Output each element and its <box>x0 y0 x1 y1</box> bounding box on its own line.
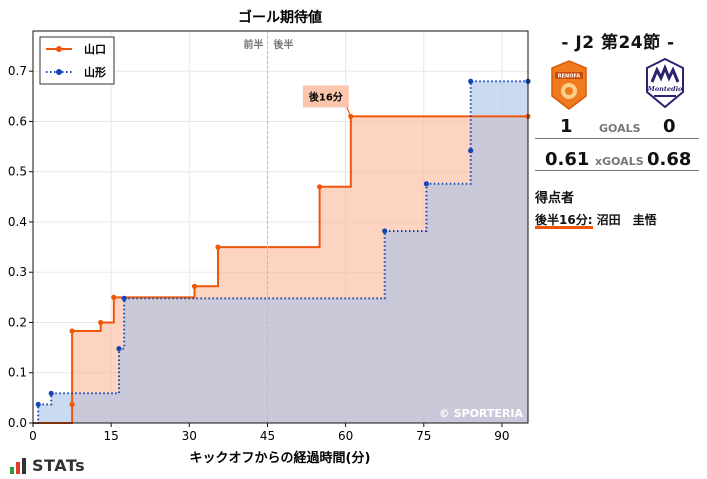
away-xg: 0.68 <box>647 149 692 170</box>
half-label-second: 後半 <box>273 38 293 51</box>
series-line-1 <box>33 80 528 424</box>
data-point <box>116 346 122 352</box>
goals-label: GOALS <box>599 122 641 135</box>
data-point <box>35 401 41 408</box>
y-tick-label: 0.7 <box>8 64 27 78</box>
y-tick-label: 0.1 <box>8 366 27 380</box>
annotation-box <box>302 85 349 108</box>
legend-label: 山形 <box>84 65 106 79</box>
y-tick-label: 0.2 <box>8 315 27 329</box>
home-crest-icon: RENOFA <box>551 60 587 110</box>
away-goals: 0 <box>663 116 676 137</box>
data-point <box>121 295 127 301</box>
x-tick-label: 15 <box>104 429 119 443</box>
series-line-0 <box>33 115 528 424</box>
x-tick-label: 75 <box>416 429 431 443</box>
home-goals: 1 <box>560 116 573 137</box>
xgoals-row: 0.61 xGOALS 0.68 <box>533 149 703 173</box>
x-tick-label: 60 <box>338 429 353 443</box>
series-area-1 <box>33 81 528 424</box>
match-title: - J2 第24節 - <box>561 33 675 53</box>
data-point <box>69 401 75 408</box>
home-xg: 0.61 <box>545 149 590 170</box>
data-point <box>468 148 474 154</box>
plot-frame <box>32 30 529 424</box>
y-tick-label: 0.0 <box>8 416 27 430</box>
scorers-title: 得点者 <box>535 191 575 206</box>
data-point <box>48 390 54 396</box>
y-tick-label: 0.3 <box>8 265 27 279</box>
xg-label: xGOALS <box>595 155 644 168</box>
away-crest-icon: Montedio <box>646 58 684 108</box>
chart-title: ゴール期待値 <box>238 9 322 26</box>
x-tick-label: 90 <box>494 429 509 443</box>
legend-marker <box>56 69 62 75</box>
goals-row: 1 GOALS 0 <box>533 116 703 138</box>
y-tick-label: 0.4 <box>8 215 27 229</box>
half-label-first: 前半 <box>243 38 263 51</box>
divider <box>535 138 699 139</box>
data-point <box>423 181 429 187</box>
watermark: © SPORTERIA <box>439 407 524 420</box>
data-point <box>215 244 221 250</box>
divider <box>535 170 699 171</box>
data-point <box>468 78 474 84</box>
data-point <box>111 294 117 300</box>
x-tick-label: 45 <box>260 429 275 443</box>
data-point <box>382 228 388 234</box>
data-point <box>316 184 323 190</box>
x-tick-label: 0 <box>29 429 37 443</box>
data-point <box>69 328 75 334</box>
stats-logo-text: STATs <box>32 456 86 475</box>
home-crest-text: RENOFA <box>558 74 581 80</box>
annotation-pointer <box>346 107 352 117</box>
scorer-entry: 後半16分: 沼田 圭悟 <box>535 213 657 227</box>
legend-label: 山口 <box>84 42 106 56</box>
legend-item-yamaguchi: 山口 <box>46 42 106 56</box>
data-point <box>191 283 198 289</box>
legend-item-yamagata: 山形 <box>46 65 106 79</box>
y-tick-label: 0.6 <box>8 114 27 128</box>
x-axis-label: キックオフからの経過時間(分) <box>190 450 371 466</box>
match-panel: - J2 第24節 - RENOFA Montedio 1 GOALS 0 0.… <box>533 0 707 479</box>
scorer-underline <box>535 226 593 229</box>
y-tick-label: 0.5 <box>8 165 27 179</box>
legend-marker <box>56 46 62 52</box>
x-tick-label: 30 <box>182 429 197 443</box>
annotation-label: 後16分 <box>309 90 343 103</box>
away-crest-text: Montedio <box>647 85 683 93</box>
legend: 山口 山形 <box>39 36 115 85</box>
data-point <box>98 319 104 326</box>
